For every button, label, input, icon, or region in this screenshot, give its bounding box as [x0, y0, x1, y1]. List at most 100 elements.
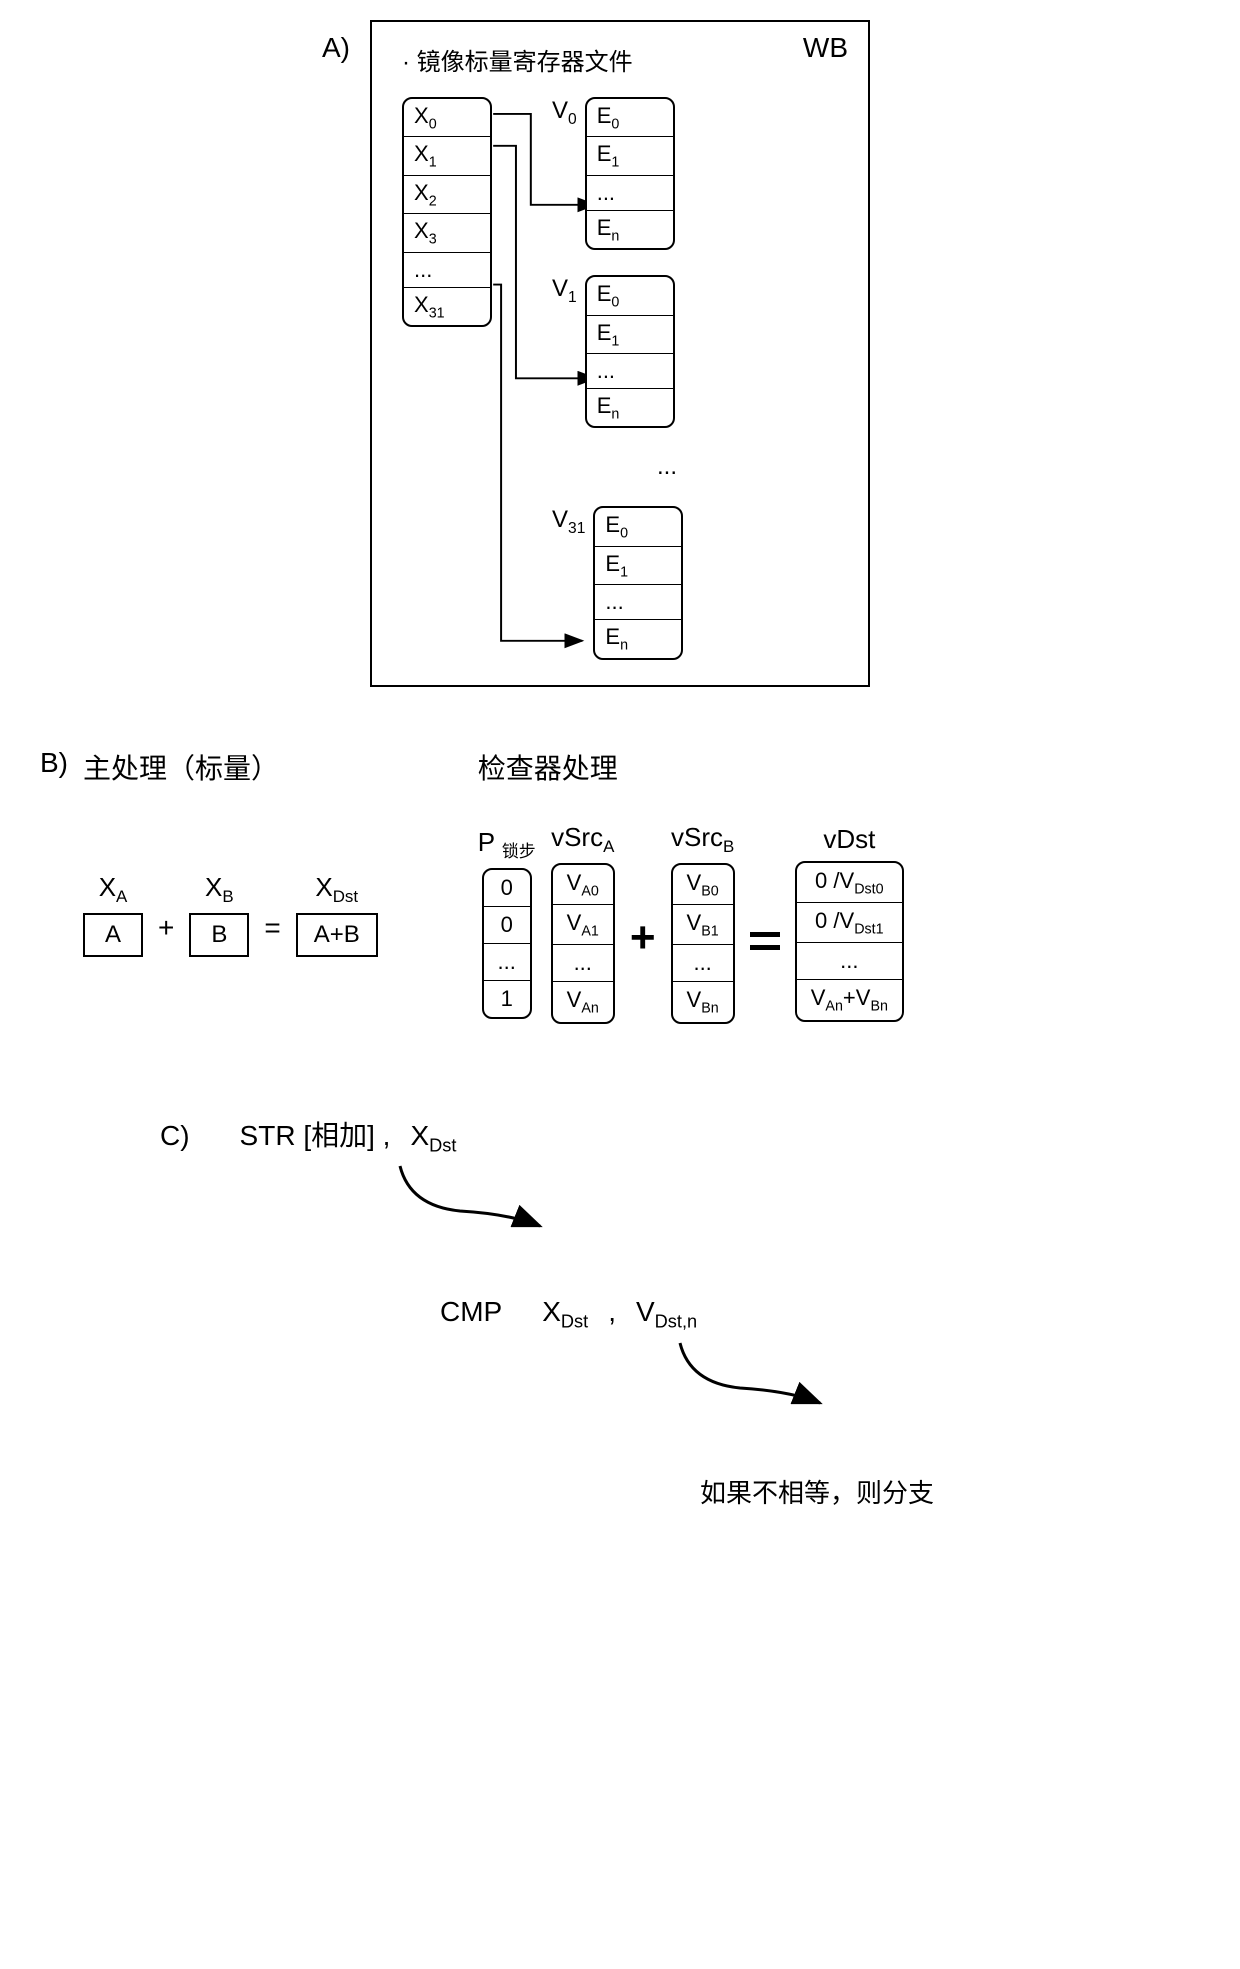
section-c-label: C)	[160, 1120, 190, 1152]
vec-cell: VB0	[673, 865, 733, 905]
p-box: 0 0 ... 1	[482, 868, 532, 1019]
reg-cell: E0	[587, 99, 673, 137]
branch-text: 如果不相等，则分支	[700, 1473, 934, 1510]
eq-op: =	[264, 912, 280, 944]
cmp-arg1: XDst	[542, 1296, 588, 1333]
v-label: V1	[552, 275, 577, 307]
reg-cell: X31	[404, 288, 490, 325]
scalar-box: A	[83, 913, 143, 957]
equals-icon	[750, 926, 780, 956]
vec-cell: ...	[673, 945, 733, 982]
str-arg: XDst	[410, 1120, 456, 1157]
vec-cell: VB1	[673, 905, 733, 945]
c-line1: C) STR [相加] , XDst	[160, 1114, 1220, 1157]
xdst-col: XDst A+B	[296, 872, 378, 957]
section-b: B) 主处理（标量） XA A + XB B = XDst A+B 检查器处理 …	[20, 747, 1220, 1024]
scalar-var: XB	[205, 872, 234, 907]
vsrcb-col: vSrcB VB0 VB1 ... VBn	[671, 822, 735, 1024]
str-op: STR [相加] ,	[240, 1114, 391, 1154]
reg-cell: X3	[404, 214, 490, 252]
section-b-label: B)	[40, 747, 68, 779]
v-label: V31	[552, 506, 585, 538]
vec-cell: ...	[484, 944, 530, 981]
v31-group: V31 E0 E1 ... En	[552, 506, 838, 659]
scalar-box: B	[189, 913, 249, 957]
scalar-equation: XA A + XB B = XDst A+B	[83, 872, 378, 957]
vec-var: vSrcA	[551, 822, 614, 857]
v0-box: E0 E1 ... En	[585, 97, 675, 250]
p-col: P 锁步 0 0 ... 1	[478, 827, 536, 1019]
vdst-box: 0 /VDst0 0 /VDst1 ... VAn+VBn	[795, 861, 904, 1022]
section-a: A) WB · 镜像标量寄存器文件 X0 X1 X2 X3	[20, 20, 1220, 687]
wb-box: A) WB · 镜像标量寄存器文件 X0 X1 X2 X3	[370, 20, 870, 687]
vec-cell: VAn+VBn	[797, 980, 902, 1019]
vec-cell: ...	[797, 943, 902, 980]
scalar-var: XDst	[315, 872, 358, 907]
cmp-op: CMP	[440, 1296, 502, 1328]
a-content: X0 X1 X2 X3 ... X31 V0 E0 E1 ... En	[402, 97, 838, 660]
reg-cell: E0	[595, 508, 681, 546]
reg-cell: ...	[587, 176, 673, 211]
vec-cell: 0	[484, 907, 530, 944]
reg-cell: X0	[404, 99, 490, 137]
c-line3: 如果不相等，则分支	[700, 1473, 1220, 1510]
v1-box: E0 E1 ... En	[585, 275, 675, 428]
b-right: 检查器处理 P 锁步 0 0 ... 1 vSrcA VA0 VA1 ... V…	[478, 747, 1200, 1024]
b-right-title: 检查器处理	[478, 747, 1200, 787]
vdst-col: vDst 0 /VDst0 0 /VDst1 ... VAn+VBn	[795, 824, 904, 1022]
vec-cell: VA1	[553, 905, 613, 945]
v-register-column: V0 E0 E1 ... En V1 E0 E1 ... En	[552, 97, 838, 660]
x-register-box: X0 X1 X2 X3 ... X31	[402, 97, 492, 327]
plus-icon: +	[630, 913, 656, 963]
reg-cell: X2	[404, 176, 490, 214]
vec-cell: VA0	[553, 865, 613, 905]
curve-arrow-1-icon	[380, 1156, 560, 1236]
vec-cell: 0 /VDst0	[797, 863, 902, 903]
c-line2: CMP XDst , VDst,n	[440, 1296, 1220, 1333]
v-dots: ...	[657, 453, 838, 481]
reg-cell: ...	[595, 585, 681, 620]
xb-col: XB B	[189, 872, 249, 957]
vec-cell: ...	[553, 945, 613, 982]
reg-cell: E0	[587, 277, 673, 315]
v-label: V0	[552, 97, 577, 129]
section-a-label: A)	[322, 32, 350, 64]
section-c: C) STR [相加] , XDst CMP XDst , VDst,n 如果不…	[20, 1084, 1220, 1510]
reg-cell: E1	[587, 316, 673, 354]
v31-box: E0 E1 ... En	[593, 506, 683, 659]
reg-cell: X1	[404, 137, 490, 175]
vec-cell: VBn	[673, 982, 733, 1021]
reg-cell: En	[595, 620, 681, 657]
vsrca-box: VA0 VA1 ... VAn	[551, 863, 615, 1024]
scalar-var: XA	[99, 872, 128, 907]
vec-cell: 1	[484, 981, 530, 1017]
box-title: · 镜像标量寄存器文件	[402, 42, 838, 77]
vec-cell: 0	[484, 870, 530, 907]
reg-cell: ...	[404, 253, 490, 288]
plus-op: +	[158, 912, 174, 944]
vec-var: P 锁步	[478, 827, 536, 862]
curve-arrow-2-icon	[660, 1333, 840, 1413]
vec-var: vSrcB	[671, 822, 734, 857]
reg-cell: En	[587, 211, 673, 248]
b-left: 主处理（标量） XA A + XB B = XDst A+B	[83, 747, 378, 957]
vec-cell: VAn	[553, 982, 613, 1021]
vec-cell: 0 /VDst1	[797, 903, 902, 943]
b-left-title: 主处理（标量）	[83, 747, 378, 787]
xa-col: XA A	[83, 872, 143, 957]
cmp-sep: ,	[608, 1296, 616, 1328]
reg-cell: En	[587, 389, 673, 426]
wb-label: WB	[803, 32, 848, 64]
scalar-box: A+B	[296, 913, 378, 957]
vector-equation: P 锁步 0 0 ... 1 vSrcA VA0 VA1 ... VAn +	[478, 822, 1200, 1024]
reg-cell: ...	[587, 354, 673, 389]
reg-cell: E1	[595, 547, 681, 585]
reg-cell: E1	[587, 137, 673, 175]
x-register-column: X0 X1 X2 X3 ... X31	[402, 97, 492, 660]
vsrcb-box: VB0 VB1 ... VBn	[671, 863, 735, 1024]
cmp-arg2: VDst,n	[636, 1296, 697, 1333]
v1-group: V1 E0 E1 ... En	[552, 275, 838, 428]
v0-group: V0 E0 E1 ... En	[552, 97, 838, 250]
vec-var: vDst	[823, 824, 875, 855]
vsrca-col: vSrcA VA0 VA1 ... VAn	[551, 822, 615, 1024]
